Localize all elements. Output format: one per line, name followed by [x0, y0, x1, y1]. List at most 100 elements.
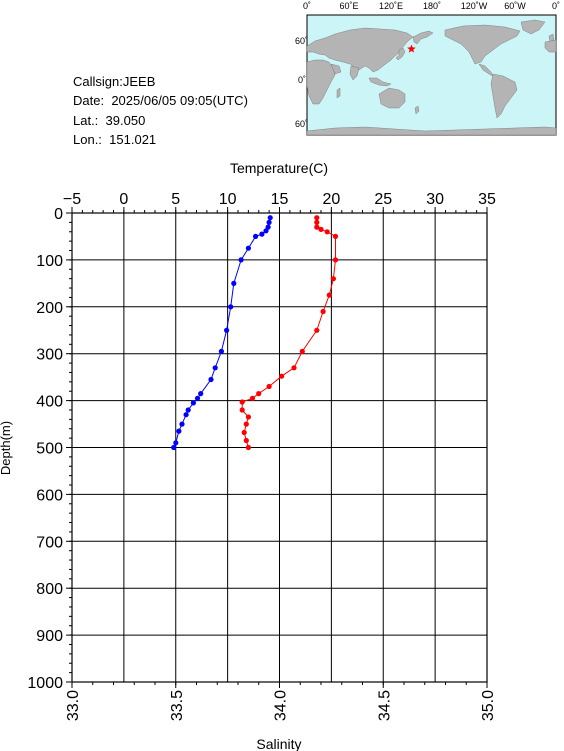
salinity-tick-label: 34.5 [376, 690, 393, 721]
salinity-tick-label: 35.0 [480, 690, 497, 721]
map-lat-labels: 60˚N 0˚ 60˚S [295, 36, 315, 129]
temperature-tick-label: 20 [322, 191, 340, 208]
salinity-data-point [239, 399, 245, 405]
salinity-tick-label: 33.5 [169, 690, 186, 721]
date-line: Date: 2025/06/05 09:05(UTC) [73, 91, 248, 110]
callsign-line: Callsign:JEEB [73, 74, 156, 89]
temperature-data-point [253, 233, 259, 239]
temperature-data-point [265, 224, 271, 230]
depth-tick-label: 400 [36, 394, 63, 411]
salinity-data-point [299, 348, 305, 354]
australia-land [378, 87, 406, 109]
europe-west-land [544, 39, 557, 53]
depth-tick-label: 900 [36, 628, 63, 645]
salinity-axis-title: Salinity [256, 736, 301, 751]
india-land [349, 65, 360, 81]
lat-value: 39.050 [105, 112, 146, 128]
temperature-tick-label: 25 [374, 191, 392, 208]
depth-axis-title: Depth(m) [0, 421, 13, 475]
depth-tick-label: 100 [36, 253, 63, 270]
salinity-data-point [314, 327, 320, 333]
south-america-land [490, 73, 518, 119]
map-lon-label: 120˚E [379, 1, 403, 11]
map-lon-label: 180˚ [423, 1, 441, 11]
lon-line: Lon.: 151.021 [73, 130, 248, 149]
map-lat-label: 0˚ [298, 75, 306, 85]
chart-grid [71, 212, 488, 683]
temperature-data-point [208, 376, 214, 383]
temperature-tick-label: −5 [63, 191, 81, 208]
depth-tick-label: 1000 [27, 675, 63, 692]
temperature-data-point [176, 428, 182, 434]
temperature-data-point [171, 444, 177, 451]
salinity-data-point [256, 391, 262, 397]
salinity-data-point [279, 373, 285, 379]
salinity-tick-label: 33.0 [65, 690, 82, 721]
temperature-data-point [183, 412, 189, 418]
map-lat-label: 60˚N [295, 36, 315, 46]
north-america-land [444, 24, 521, 65]
temperature-data-point [224, 327, 230, 333]
arabia-land [330, 63, 342, 75]
axis-labels: Temperature(C) Salinity Depth(m) [0, 160, 328, 751]
temperature-tick-label: 0 [119, 191, 128, 208]
station-star-icon [407, 44, 416, 53]
depth-tick-label: 700 [36, 534, 63, 551]
salinity-data-point [314, 224, 320, 230]
salinity-data-point [314, 219, 320, 225]
temperature-tick-label: 10 [219, 191, 237, 208]
depth-tick-label: 500 [36, 441, 63, 458]
map-lon-label: 60˚W [504, 1, 526, 11]
temperature-data-point [179, 421, 185, 427]
salinity-data-point [326, 292, 332, 298]
salinity-data-point [320, 308, 326, 315]
chukotka-land [412, 30, 434, 45]
greenland-land [520, 19, 546, 35]
salinity-data-point [239, 407, 245, 413]
uk-land [548, 33, 555, 43]
africa-land [306, 59, 336, 105]
depth-tick-label: 0 [54, 206, 63, 223]
salinity-data-point [249, 395, 256, 401]
map-lon-labels: 0˚ 60˚E 120˚E 180˚ 120˚W 60˚W 0˚ [303, 1, 560, 11]
temperature-axis-title: Temperature(C) [230, 160, 328, 176]
lat-line: Lat.: 39.050 [73, 111, 248, 130]
salinity-data-point [241, 429, 247, 436]
temperature-data-point [198, 391, 204, 397]
madagascar-land [336, 87, 341, 99]
date-label: Date: [73, 93, 105, 109]
salinity-tick-label: 34.0 [273, 690, 290, 721]
lon-value: 151.021 [109, 131, 157, 147]
temperature-profile-line [173, 217, 271, 448]
temperature-data-point [228, 304, 234, 310]
indonesia-land [368, 77, 392, 87]
temperature-data-point [238, 257, 244, 263]
salinity-data-point [245, 444, 251, 451]
station-info: Callsign:JEEB Date: 2025/06/05 09:05(UTC… [73, 72, 248, 149]
newzealand-land [414, 105, 420, 115]
salinity-data-point [245, 414, 251, 420]
depth-tick-label: 300 [36, 347, 63, 364]
map-star-marker [407, 44, 416, 53]
map-land [306, 19, 557, 136]
temperature-data-point [173, 440, 179, 446]
map-lon-label: 0˚ [552, 1, 560, 11]
eurasia-land [306, 27, 414, 73]
salinity-data-point [330, 276, 336, 282]
temperature-data-point [267, 215, 273, 221]
temperature-data-point [185, 407, 191, 413]
temperature-data-point [259, 231, 265, 237]
salinity-data-point [314, 215, 320, 221]
salinity-data-point [318, 226, 324, 232]
map-lon-label: 60˚E [339, 1, 358, 11]
map-lat-label: 60˚S [295, 119, 314, 129]
salinity-data-point [243, 437, 249, 444]
temperature-data-point [190, 400, 196, 406]
temperature-tick-label: 15 [271, 191, 289, 208]
lat-label: Lat.: [73, 112, 99, 128]
temperature-tick-label: 30 [426, 191, 444, 208]
antarctica-land [306, 126, 557, 136]
depth-tick-label: 200 [36, 300, 63, 317]
depth-tick-label: 600 [36, 487, 63, 504]
